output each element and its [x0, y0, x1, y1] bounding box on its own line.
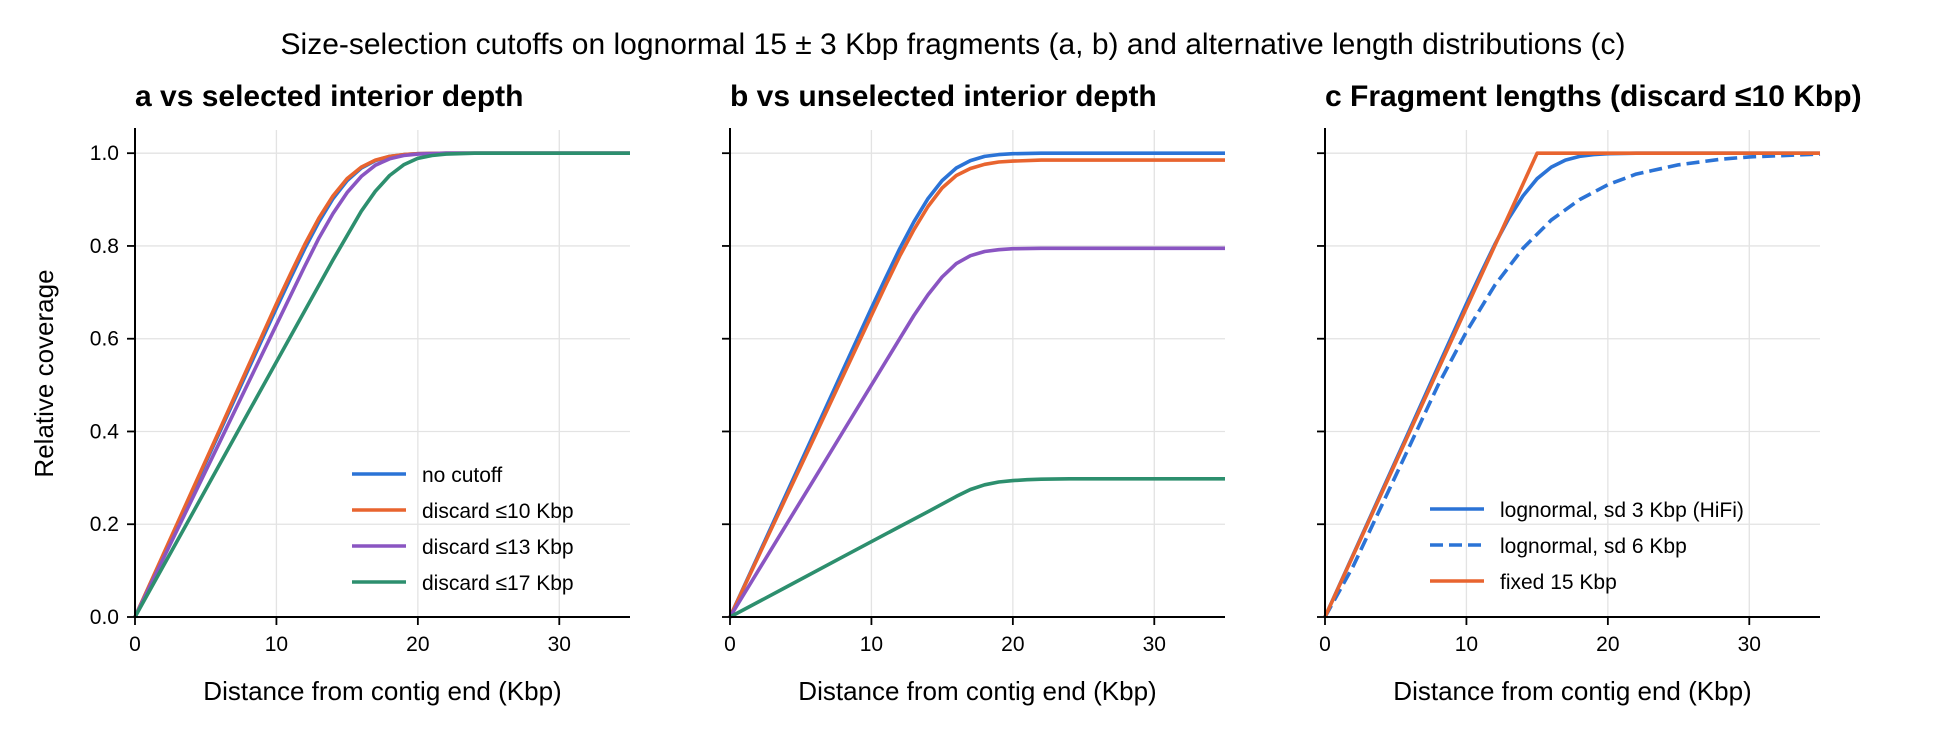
legend-label: discard ≤10 Kbp [422, 500, 574, 523]
x-tick-label: 0 [724, 633, 736, 656]
y-tick-label: 0.4 [90, 420, 120, 443]
x-tick-label: 10 [1455, 633, 1478, 656]
y-tick-label: 0.8 [90, 235, 119, 258]
legend-a: no cutoff discard ≤10 Kbp discard ≤13 Kbp d… [352, 464, 574, 595]
panel-title-c: c Fragment lengths (discard ≤10 Kbp) [1325, 80, 1862, 113]
x-tick-label: 10 [265, 633, 288, 656]
series-line-b-2 [728, 246, 1225, 618]
legend-label: fixed 15 Kbp [1500, 571, 1617, 594]
figure-suptitle: Size-selection cutoffs on lognormal 15 ±… [281, 28, 1626, 61]
legend-label: discard ≤17 Kbp [422, 572, 574, 595]
legend-label: lognormal, sd 3 Kbp (HiFi) [1500, 499, 1744, 522]
x-tick-label: 30 [548, 633, 571, 656]
panel-title-b: b vs unselected interior depth [730, 80, 1157, 113]
series-line-c-2 [1323, 151, 1820, 618]
x-tick-label: 10 [860, 633, 883, 656]
chart-panel-a: 0 10 20 30 0.0 0.2 0.4 0.6 0.8 1.0 a vs selected i… [29, 80, 630, 706]
y-tick-label: 0.6 [90, 328, 119, 351]
legend-c: lognormal, sd 3 Kbp (HiFi) lognormal, sd … [1430, 499, 1744, 594]
x-tick-label: 30 [1738, 633, 1761, 656]
x-axis-label: Distance from contig end (Kbp) [1393, 676, 1751, 706]
x-tick-label: 0 [129, 633, 141, 656]
chart-panel-b: 0 10 20 30 b vs unselected interior depth Dis… [722, 80, 1225, 706]
y-tick-label: 0.0 [90, 606, 119, 629]
x-axis-label: Distance from contig end (Kbp) [203, 676, 561, 706]
x-tick-label: 20 [406, 633, 429, 656]
x-tick-label: 0 [1319, 633, 1331, 656]
series-line-b-3 [729, 477, 1225, 619]
legend-label: discard ≤13 Kbp [422, 536, 574, 559]
y-axis-label: Relative coverage [29, 269, 59, 477]
x-tick-label: 20 [1596, 633, 1619, 656]
y-tick-label: 0.2 [90, 513, 119, 536]
series-line-b-1 [728, 158, 1225, 618]
legend-label: lognormal, sd 6 Kbp [1500, 535, 1687, 558]
series-line-b-0 [728, 151, 1225, 618]
legend-label: no cutoff [422, 464, 502, 487]
x-tick-label: 20 [1001, 633, 1024, 656]
x-tick-label: 30 [1143, 633, 1166, 656]
y-tick-label: 1.0 [90, 142, 119, 165]
panel-title-a: a vs selected interior depth [135, 80, 523, 113]
series-line-a-3 [133, 151, 630, 618]
x-axis-label: Distance from contig end (Kbp) [798, 676, 1156, 706]
chart-panel-c: 0 10 20 30 c Fragment lengths (discard ≤10 K… [1317, 80, 1862, 706]
series-line-c-1 [1323, 152, 1821, 618]
